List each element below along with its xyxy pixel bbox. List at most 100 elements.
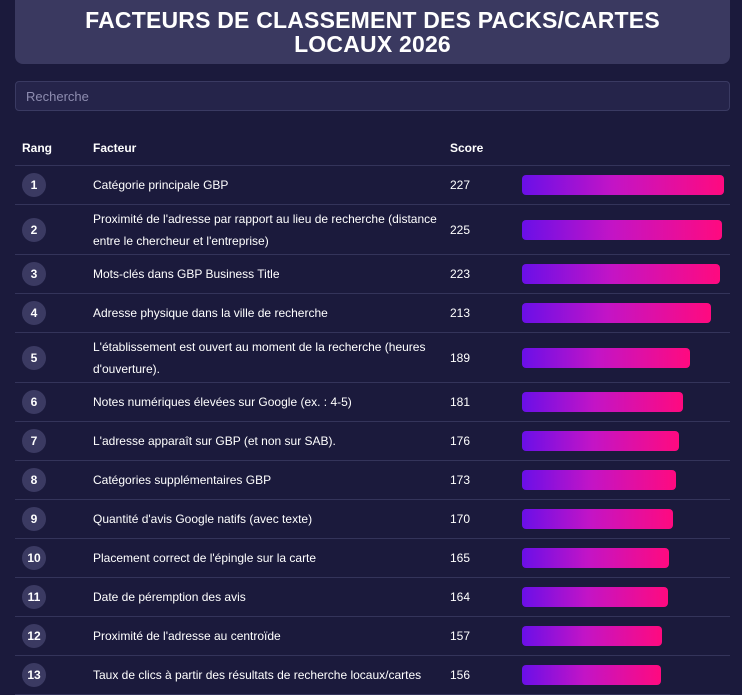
factor-cell: Catégories supplémentaires GBP xyxy=(93,473,272,487)
factor-cell: Mots-clés dans GBP Business Title xyxy=(93,267,280,281)
table-row: 3 Mots-clés dans GBP Business Title 223 xyxy=(15,255,730,294)
score-bar xyxy=(522,665,661,685)
bar-cell xyxy=(522,219,730,240)
score-bar xyxy=(522,431,679,451)
rank-badge: 13 xyxy=(22,663,46,687)
table-body: 1 Catégorie principale GBP 227 2 Proximité d… xyxy=(15,166,730,695)
rank-cell: 13 xyxy=(15,663,93,687)
table-row: 4 Adresse physique dans la ville de reche… xyxy=(15,294,730,333)
score-bar xyxy=(522,587,668,607)
rank-cell: 10 xyxy=(15,546,93,570)
score-bar xyxy=(522,548,669,568)
rank-badge: 5 xyxy=(22,345,46,370)
score-cell: 181 xyxy=(450,395,471,409)
bar-cell xyxy=(522,303,730,323)
table-row: 8 Catégories supplémentaires GBP 173 xyxy=(15,461,730,500)
ranking-table: Rang Facteur Score 1 Catégorie principale… xyxy=(15,131,730,695)
score-bar-track xyxy=(522,587,727,607)
score-cell: 165 xyxy=(450,551,471,565)
rank-badge: 3 xyxy=(22,262,46,286)
title-banner: FACTEURS DE CLASSEMENT DES PACKS/CARTES … xyxy=(15,0,730,64)
bar-cell xyxy=(522,470,730,490)
rank-cell: 8 xyxy=(15,468,93,492)
rank-badge: 9 xyxy=(22,507,46,531)
rank-badge: 8 xyxy=(22,468,46,492)
score-cell: 157 xyxy=(450,629,471,643)
factor-cell: Placement correct de l'épingle sur la ca… xyxy=(93,551,317,565)
rank-badge: 12 xyxy=(22,624,46,648)
score-bar-track xyxy=(522,303,727,323)
search-input[interactable] xyxy=(15,81,730,111)
table-row: 10 Placement correct de l'épingle sur la … xyxy=(15,539,730,578)
bar-cell xyxy=(522,175,730,195)
factor-cell: L'établissement est ouvert au moment de … xyxy=(93,339,426,376)
rank-badge: 7 xyxy=(22,429,46,453)
score-bar xyxy=(522,470,676,490)
factor-cell: Quantité d'avis Google natifs (avec text… xyxy=(93,512,313,526)
score-cell: 189 xyxy=(450,350,471,365)
factor-cell: Catégorie principale GBP xyxy=(93,178,229,192)
column-header-rank[interactable]: Rang xyxy=(22,141,52,155)
table-row: 6 Notes numériques élevées sur Google (ex… xyxy=(15,383,730,422)
score-cell: 170 xyxy=(450,512,471,526)
bar-cell xyxy=(522,665,730,685)
rank-cell: 3 xyxy=(15,262,93,286)
rank-badge: 6 xyxy=(22,390,46,414)
bar-cell xyxy=(522,431,730,451)
bar-cell xyxy=(522,509,730,529)
score-bar-track xyxy=(522,665,727,685)
table-row: 12 Proximité de l'adresse au centroïde 157 xyxy=(15,617,730,656)
table-row: 2 Proximité de l'adresse par rapport au l… xyxy=(15,205,730,255)
score-bar xyxy=(522,509,674,529)
rank-cell: 4 xyxy=(15,301,93,325)
bar-cell xyxy=(522,587,730,607)
rank-badge: 11 xyxy=(22,585,46,609)
table-header: Rang Facteur Score xyxy=(15,131,730,166)
table-row: 13 Taux de clics à partir des résultats d… xyxy=(15,656,730,695)
column-header-score[interactable]: Score xyxy=(450,141,484,155)
score-cell: 223 xyxy=(450,267,471,281)
table-row: 5 L'établissement est ouvert au moment de… xyxy=(15,333,730,383)
score-bar-track xyxy=(522,175,727,195)
score-bar xyxy=(522,264,721,284)
column-header-factor[interactable]: Facteur xyxy=(93,141,137,155)
rank-badge: 10 xyxy=(22,546,46,570)
rank-cell: 5 xyxy=(15,345,93,370)
score-bar-track xyxy=(522,264,727,284)
score-bar-track xyxy=(522,470,727,490)
factor-cell: Notes numériques élevées sur Google (ex.… xyxy=(93,395,352,409)
bar-cell xyxy=(522,626,730,646)
score-bar-track xyxy=(522,431,727,451)
bar-cell xyxy=(522,264,730,284)
score-cell: 156 xyxy=(450,668,471,682)
factor-cell: Proximité de l'adresse par rapport au li… xyxy=(93,211,437,248)
score-bar xyxy=(522,219,723,240)
table-row: 7 L'adresse apparaît sur GBP (et non sur … xyxy=(15,422,730,461)
rank-badge: 1 xyxy=(22,173,46,197)
bar-cell xyxy=(522,392,730,412)
score-bar-track xyxy=(522,626,727,646)
score-cell: 213 xyxy=(450,306,471,320)
factor-cell: Taux de clics à partir des résultats de … xyxy=(93,668,422,682)
score-cell: 173 xyxy=(450,473,471,487)
bar-cell xyxy=(522,347,730,368)
rank-cell: 12 xyxy=(15,624,93,648)
factor-cell: Date de péremption des avis xyxy=(93,590,246,604)
table-row: 11 Date de péremption des avis 164 xyxy=(15,578,730,617)
score-bar-track xyxy=(522,509,727,529)
page-title: FACTEURS DE CLASSEMENT DES PACKS/CARTES … xyxy=(85,7,660,57)
score-bar-track xyxy=(522,548,727,568)
score-bar-track xyxy=(522,392,727,412)
rank-cell: 1 xyxy=(15,173,93,197)
score-bar xyxy=(522,347,691,368)
factor-cell: Proximité de l'adresse au centroïde xyxy=(93,629,281,643)
bar-cell xyxy=(522,548,730,568)
score-bar-track xyxy=(522,219,727,240)
table-row: 9 Quantité d'avis Google natifs (avec tex… xyxy=(15,500,730,539)
rank-cell: 11 xyxy=(15,585,93,609)
rank-badge: 2 xyxy=(22,217,46,242)
score-cell: 225 xyxy=(450,222,471,237)
score-bar xyxy=(522,392,683,412)
factor-cell: L'adresse apparaît sur GBP (et non sur S… xyxy=(93,434,336,448)
factor-cell: Adresse physique dans la ville de recher… xyxy=(93,306,328,320)
